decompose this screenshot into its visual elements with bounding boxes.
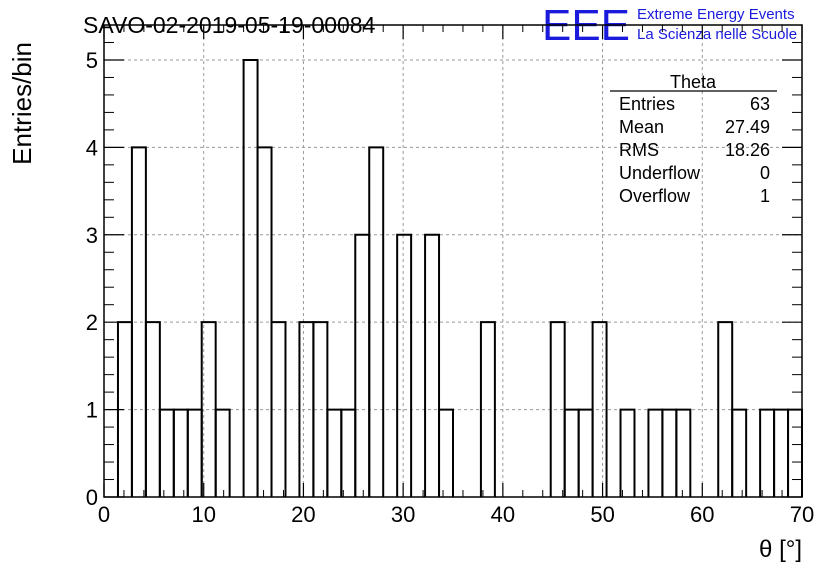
histogram-bin <box>256 146 273 497</box>
histogram-bin <box>396 233 413 497</box>
stats-value: 63 <box>750 94 770 114</box>
x-tick-label: 10 <box>191 502 215 527</box>
histogram-bin <box>619 408 636 497</box>
histogram-bin <box>787 408 803 497</box>
histogram-bin <box>773 408 790 497</box>
x-tick-label: 30 <box>391 502 415 527</box>
plot-frame <box>103 24 803 498</box>
histogram-bin <box>424 233 441 497</box>
stats-label: Mean <box>619 117 664 137</box>
histogram-bin <box>563 408 580 497</box>
stats-row-underflow: Underflow 0 <box>619 163 770 183</box>
stats-row-entries: Entries 63 <box>619 94 770 114</box>
histogram-outline <box>116 58 803 497</box>
stats-value: 0 <box>760 163 770 183</box>
stats-row-overflow: Overflow 1 <box>619 186 770 206</box>
y-tick-label: 2 <box>86 310 98 335</box>
eee-logo-line1: Extreme Energy Events <box>637 6 795 23</box>
histogram-bin <box>479 321 496 497</box>
histogram-bin <box>298 321 315 497</box>
stats-label: RMS <box>619 140 659 160</box>
stats-box: Theta Entries 63 Mean 27.49 RMS 18.26 Un… <box>610 72 777 206</box>
histogram-bin <box>591 321 608 497</box>
stats-label: Entries <box>619 94 675 114</box>
stats-box-title: Theta <box>670 72 717 92</box>
stats-label: Overflow <box>619 186 691 206</box>
histogram-bin <box>354 233 371 497</box>
y-tick-label: 1 <box>86 398 98 423</box>
histogram-bin <box>186 408 203 497</box>
histogram-bin <box>675 408 692 497</box>
stats-value: 1 <box>760 186 770 206</box>
stats-value: 27.49 <box>725 117 770 137</box>
histogram-bin <box>242 58 259 497</box>
histogram-bin <box>172 408 189 497</box>
histogram-bin <box>731 408 748 497</box>
y-tick-label: 3 <box>86 223 98 248</box>
histogram-bin <box>158 408 175 497</box>
y-axis-label: Entries/bin <box>7 42 37 165</box>
x-tick-label: 70 <box>790 502 814 527</box>
y-tick-label: 4 <box>86 135 98 160</box>
histogram-bin <box>326 408 343 497</box>
y-tick-label: 5 <box>86 48 98 73</box>
histogram-bin <box>270 321 287 497</box>
x-tick-label: 50 <box>590 502 614 527</box>
histogram-bin <box>577 408 594 497</box>
stats-row-rms: RMS 18.26 <box>619 140 770 160</box>
histogram-bin <box>759 408 776 497</box>
x-tick-label: 40 <box>491 502 515 527</box>
histogram-bin <box>340 408 357 497</box>
plot-border <box>103 24 803 498</box>
x-tick-label: 60 <box>690 502 714 527</box>
eee-logo-line2: La Scienza nelle Scuole <box>637 26 797 43</box>
stats-label: Underflow <box>619 163 701 183</box>
histogram-bin <box>661 408 678 497</box>
x-tick-label: 20 <box>291 502 315 527</box>
histogram-bin <box>368 146 385 497</box>
histogram-bin <box>438 408 454 497</box>
y-tick-label: 0 <box>86 485 98 510</box>
histogram-bin <box>214 408 231 497</box>
x-tick-label: 0 <box>98 502 110 527</box>
stats-value: 18.26 <box>725 140 770 160</box>
x-axis-label: θ [°] <box>759 536 802 563</box>
stats-row-mean: Mean 27.49 <box>619 117 770 137</box>
histogram-bin <box>647 408 664 497</box>
